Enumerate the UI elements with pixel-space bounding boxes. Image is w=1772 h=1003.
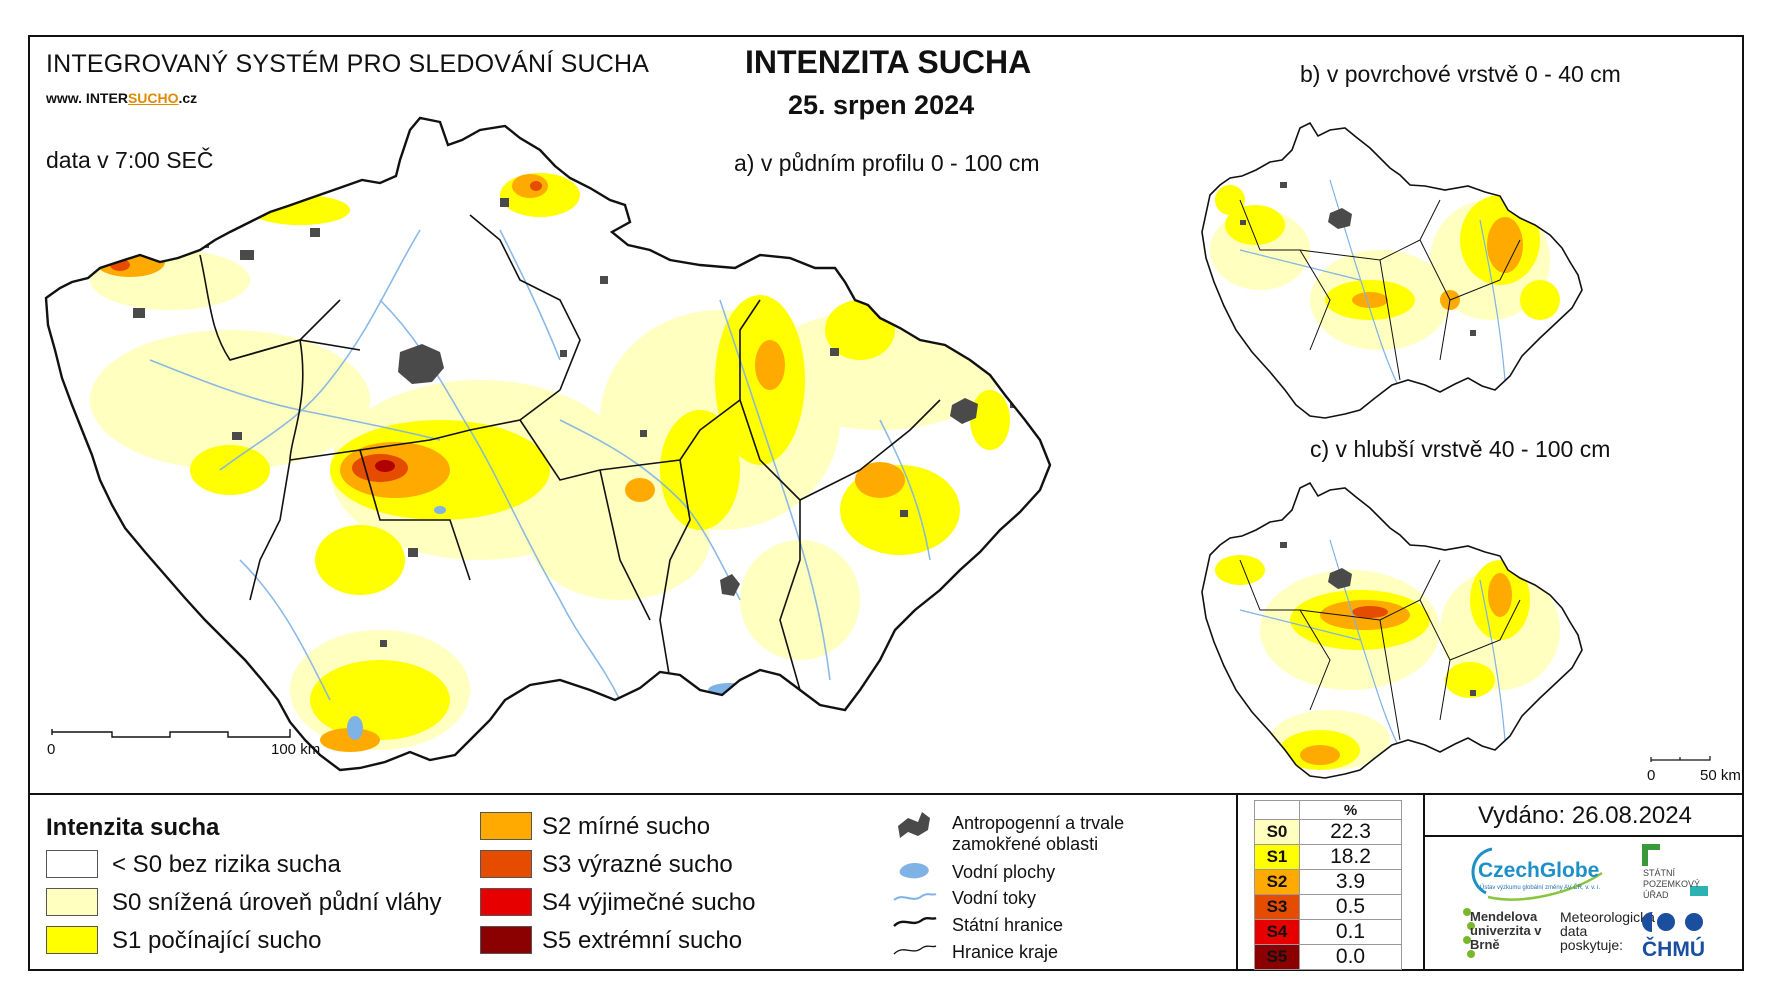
table-value-s5: 0.0 — [1299, 944, 1402, 970]
spu-logo — [1642, 844, 1708, 896]
legend-symbols — [893, 812, 937, 955]
legend-label-none: < S0 bez rizika sucha — [112, 851, 341, 878]
chmu-logo-mark — [1642, 912, 1703, 932]
table-class-s1: S1 — [1254, 844, 1300, 870]
table-row: S2 3.9 — [1254, 869, 1402, 895]
table-value-s1: 18.2 — [1299, 844, 1402, 870]
legend-title: Intenzita sucha — [46, 814, 220, 841]
table-row: S5 0.0 — [1254, 944, 1402, 970]
table-value-s2: 3.9 — [1299, 869, 1402, 895]
legend-swatch-s5 — [480, 926, 532, 954]
table-class-s3: S3 — [1254, 894, 1300, 920]
legend-region-border-label: Hranice kraje — [952, 942, 1059, 962]
main-scale-start: 0 — [47, 741, 56, 758]
main-scale-end: 100 km — [271, 741, 321, 758]
issued-date: Vydáno: 26.08.2024 — [1478, 802, 1692, 829]
legend-label-s3: S3 výrazné sucho — [542, 851, 733, 878]
legend-river-label: Vodní toky — [952, 888, 1037, 908]
table-header-row: % — [1254, 800, 1402, 820]
website-prefix: www. INTER — [46, 90, 128, 106]
small-scale-end: 50 km — [1700, 767, 1741, 784]
map-date: 25. srpen 2024 — [788, 90, 975, 120]
table-class-s5: S5 — [1254, 944, 1300, 970]
table-value-s3: 0.5 — [1299, 894, 1402, 920]
mendel-name: Mendelova univerzita v Brně — [1470, 909, 1542, 952]
website-accent: SUCHO — [127, 90, 179, 106]
czechglobe-name: CzechGlobe — [1478, 859, 1600, 882]
legend-water-label: Vodní plochy — [952, 862, 1056, 882]
state-border-icon — [893, 916, 937, 927]
mendel-logo-dots — [1463, 908, 1475, 958]
czechglobe-logo — [1471, 847, 1603, 901]
legend-label-s1: S1 počínající sucho — [112, 927, 322, 954]
legend-swatch-none — [46, 850, 98, 878]
deep-map-label: c) v hlubší vrstvě 40 - 100 cm — [1310, 436, 1611, 462]
legend-urban-label: Antropogenní a trvale zamokřené oblasti — [952, 813, 1125, 854]
legend-label-s0: S0 snížená úroveň půdní vláhy — [112, 889, 442, 916]
table-row: S0 22.3 — [1254, 819, 1402, 845]
legend-label-s4: S4 výjimečné sucho — [542, 889, 756, 916]
river-icon — [893, 893, 937, 901]
region-border-icon — [893, 945, 937, 955]
legend-swatch-s3 — [480, 850, 532, 878]
small-scale-bar — [1650, 756, 1711, 762]
legend-swatch-s2 — [480, 812, 532, 840]
system-name: INTEGROVANÝ SYSTÉM PRO SLEDOVÁNÍ SUCHA — [46, 50, 650, 78]
main-map-label: a) v půdním profilu 0 - 100 cm — [734, 150, 1040, 176]
czechglobe-subtitle: Ústav výzkumu globální změny AV ČR, v. v… — [1480, 885, 1601, 891]
table-row: S4 0.1 — [1254, 919, 1402, 945]
spu-name: STÁTNÍ POZEMKOVÝ ÚŘAD — [1643, 868, 1701, 900]
map-title: INTENZITA SUCHA — [745, 44, 1032, 80]
legend-label-s2: S2 mírné sucho — [542, 813, 711, 840]
table-value-s0: 22.3 — [1299, 819, 1402, 845]
website-link[interactable]: www. INTERSUCHO.cz — [46, 90, 197, 106]
legend-label-s5: S5 extrémní sucho — [542, 927, 743, 954]
table-row: S1 18.2 — [1254, 844, 1402, 870]
percent-table: % S0 22.3 S1 18.2 S2 3.9 S3 0.5 S4 0.1 S… — [1254, 800, 1402, 970]
table-header-blank — [1254, 800, 1300, 820]
website-suffix: .cz — [178, 90, 198, 106]
table-class-s4: S4 — [1254, 919, 1300, 945]
legend-state-border-label: Státní hranice — [952, 915, 1064, 935]
table-row: S3 0.5 — [1254, 894, 1402, 920]
table-class-s2: S2 — [1254, 869, 1300, 895]
surface-map-label: b) v povrchové vrstvě 0 - 40 cm — [1300, 61, 1621, 87]
data-time: data v 7:00 SEČ — [46, 147, 214, 173]
urban-area-icon — [898, 812, 930, 838]
table-class-s0: S0 — [1254, 819, 1300, 845]
legend-swatch-s0 — [46, 888, 98, 916]
legend-swatch-s1 — [46, 926, 98, 954]
legend-swatch-s4 — [480, 888, 532, 916]
table-value-s4: 0.1 — [1299, 919, 1402, 945]
table-header-percent: % — [1299, 800, 1402, 820]
small-scale-start: 0 — [1647, 767, 1656, 784]
water-body-icon — [899, 863, 929, 879]
chmu-name: ČHMÚ — [1642, 938, 1705, 961]
main-scale-bar — [51, 729, 291, 738]
meteo-credit: Meteorologická data poskytuje: — [1560, 909, 1655, 953]
